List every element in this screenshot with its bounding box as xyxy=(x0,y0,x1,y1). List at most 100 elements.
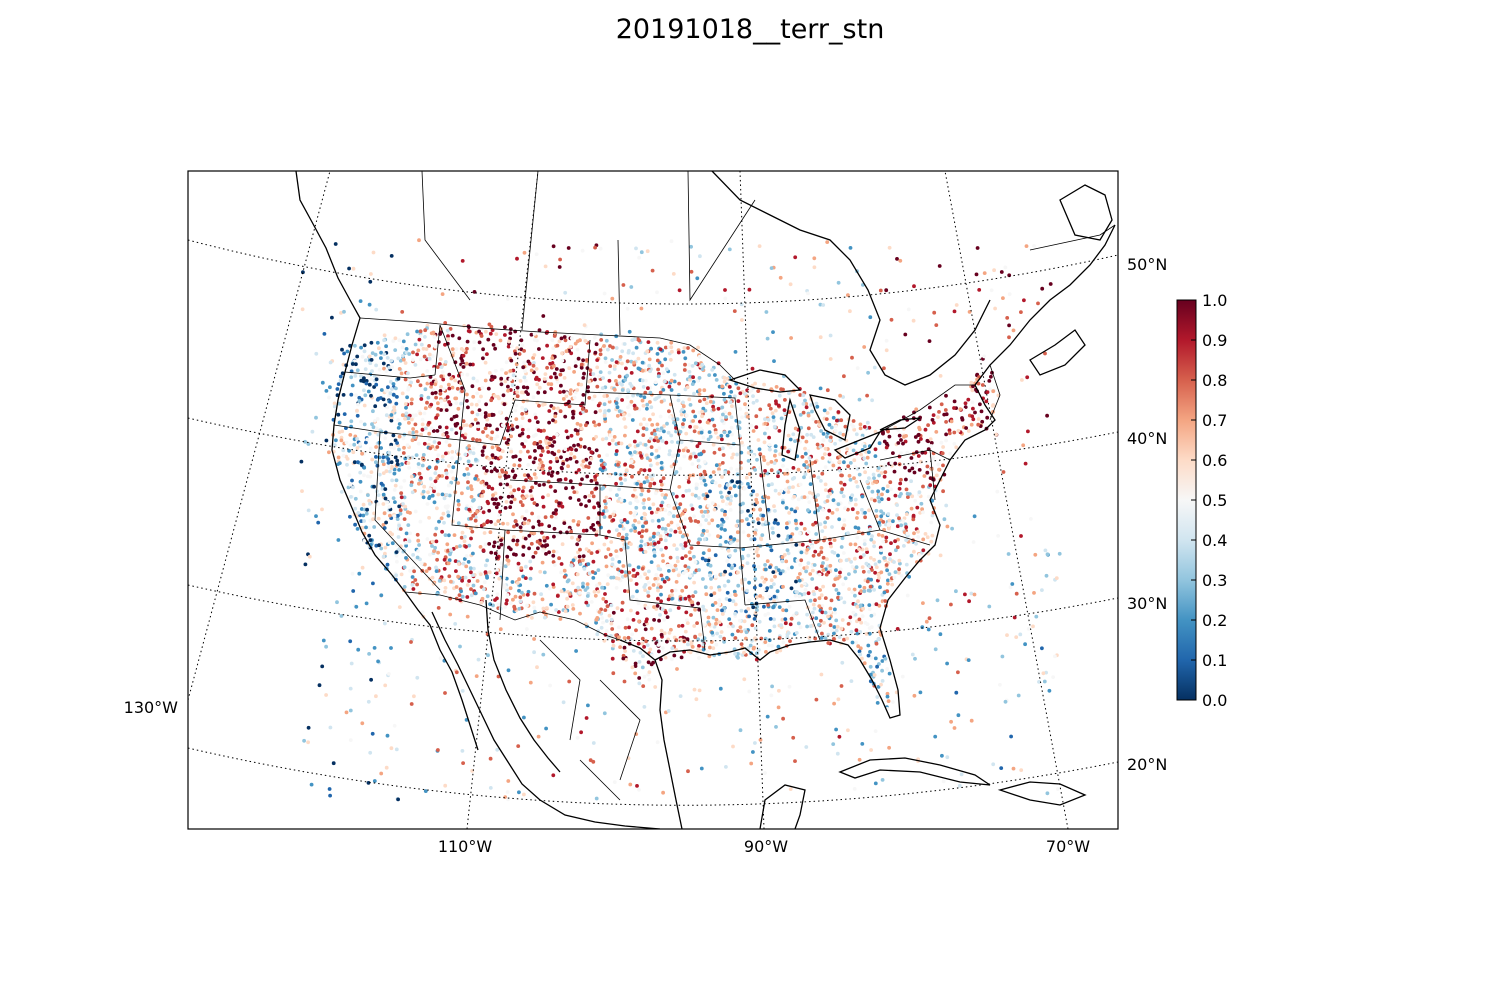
station-point xyxy=(518,500,523,504)
station-point xyxy=(754,414,759,419)
station-point xyxy=(432,549,436,553)
station-point xyxy=(763,469,767,473)
station-point xyxy=(578,423,583,428)
station-point xyxy=(500,367,504,372)
station-point xyxy=(720,419,725,423)
station-point xyxy=(794,526,799,531)
station-point xyxy=(566,246,571,250)
station-point xyxy=(487,508,492,513)
station-point xyxy=(723,512,727,517)
station-point xyxy=(900,674,905,679)
station-point xyxy=(554,375,559,380)
station-point xyxy=(355,408,359,413)
station-point xyxy=(718,490,723,495)
station-point xyxy=(495,427,500,432)
station-point xyxy=(531,356,535,360)
station-point xyxy=(584,547,589,552)
station-point xyxy=(842,374,846,379)
station-point xyxy=(598,348,603,352)
station-point xyxy=(529,494,534,498)
station-point xyxy=(546,382,551,386)
station-point xyxy=(337,430,342,434)
station-point xyxy=(791,613,796,618)
station-point xyxy=(362,473,366,478)
station-point xyxy=(402,585,407,589)
station-point xyxy=(596,403,601,408)
station-point xyxy=(860,614,865,619)
station-point xyxy=(969,591,974,596)
station-point xyxy=(300,489,304,493)
station-point xyxy=(741,530,746,534)
station-point xyxy=(934,323,939,327)
station-point xyxy=(836,553,840,558)
station-point xyxy=(885,581,890,586)
station-point xyxy=(464,564,469,569)
station-point xyxy=(879,682,883,687)
station-point xyxy=(392,408,397,413)
station-point xyxy=(885,484,890,489)
station-point xyxy=(390,532,394,537)
station-point xyxy=(756,389,761,393)
station-point xyxy=(544,606,549,610)
station-point xyxy=(804,402,809,406)
station-point xyxy=(664,545,668,550)
station-point xyxy=(886,699,891,703)
station-point xyxy=(794,521,799,526)
station-point xyxy=(970,414,975,419)
station-point xyxy=(905,450,910,455)
station-point xyxy=(629,384,634,388)
station-point xyxy=(728,486,733,491)
station-point xyxy=(448,327,453,331)
station-point xyxy=(730,479,735,483)
station-point xyxy=(642,498,646,502)
station-point xyxy=(746,459,751,463)
station-point xyxy=(474,457,478,462)
station-point xyxy=(634,505,639,510)
station-point xyxy=(639,482,643,487)
station-point xyxy=(926,423,930,427)
station-point xyxy=(584,409,589,413)
station-point xyxy=(670,565,675,570)
station-point xyxy=(549,514,554,519)
station-point xyxy=(543,264,548,269)
station-point xyxy=(517,463,522,468)
station-point xyxy=(541,504,546,509)
station-point xyxy=(841,582,846,587)
station-point xyxy=(602,542,607,547)
station-point xyxy=(580,407,585,411)
station-point xyxy=(406,455,411,460)
station-point xyxy=(381,455,386,460)
station-point xyxy=(725,559,730,564)
station-point xyxy=(600,585,604,590)
station-point xyxy=(347,473,352,478)
station-point xyxy=(898,561,902,566)
station-point xyxy=(300,307,305,312)
station-point xyxy=(807,456,812,460)
station-point xyxy=(941,489,945,494)
station-point xyxy=(848,446,853,450)
station-point xyxy=(661,559,665,563)
station-point xyxy=(815,503,820,508)
station-point xyxy=(621,656,626,661)
station-point xyxy=(444,408,449,412)
station-point xyxy=(466,472,471,476)
station-point xyxy=(758,452,763,457)
station-point xyxy=(907,468,912,473)
station-point xyxy=(711,646,716,650)
station-point xyxy=(460,749,465,753)
station-point xyxy=(746,533,751,538)
station-point xyxy=(710,479,715,484)
station-point xyxy=(830,525,834,529)
station-point xyxy=(805,465,810,470)
station-point xyxy=(549,382,554,387)
station-point xyxy=(406,416,411,421)
station-point xyxy=(506,474,511,479)
station-point xyxy=(449,469,454,474)
station-point xyxy=(695,276,700,281)
station-point xyxy=(458,644,462,649)
station-point xyxy=(818,505,822,510)
station-point xyxy=(627,348,631,353)
station-point xyxy=(460,530,465,535)
station-point xyxy=(469,570,473,575)
station-point xyxy=(898,481,903,486)
